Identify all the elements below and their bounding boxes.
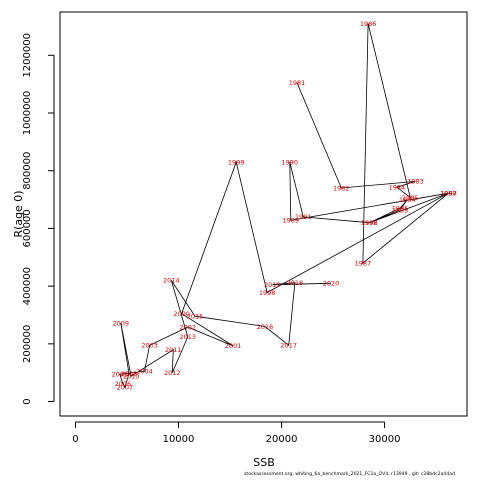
year-label-2013: 2013 xyxy=(180,333,197,341)
year-label-1991: 1991 xyxy=(295,213,312,221)
year-label-1985: 1985 xyxy=(402,194,419,202)
year-label-2015: 2015 xyxy=(187,313,204,321)
year-label-1987: 1987 xyxy=(355,259,372,267)
year-label-1983: 1983 xyxy=(407,178,424,186)
y-tick-label: 0 xyxy=(22,398,33,404)
year-label-2007: 2007 xyxy=(117,383,134,391)
year-label-2010: 2010 xyxy=(123,373,140,381)
year-label-1998: 1998 xyxy=(259,289,276,297)
year-label-2009: 2009 xyxy=(113,319,130,327)
y-tick-label: 1200000 xyxy=(22,33,33,78)
year-label-1986: 1986 xyxy=(360,20,377,28)
y-tick-label: 1000000 xyxy=(22,91,33,136)
year-label-1988: 1988 xyxy=(440,190,457,198)
x-tick-label: 10000 xyxy=(163,434,195,445)
year-label-1993: 1993 xyxy=(392,206,409,214)
year-label-2003: 2003 xyxy=(141,342,158,350)
year-label-2020: 2020 xyxy=(323,280,340,288)
x-tick-label: 20000 xyxy=(266,434,298,445)
year-label-2011: 2011 xyxy=(165,346,182,354)
year-label-2019: 2019 xyxy=(264,281,281,289)
x-axis-title: SSB xyxy=(253,456,275,469)
y-tick-label: 600000 xyxy=(22,209,33,247)
year-label-2000: 2000 xyxy=(173,310,190,318)
year-label-2014: 2014 xyxy=(163,277,180,285)
y-axis: 0 200000 400000 600000 800000 1000000 1200000 xyxy=(22,33,55,405)
year-label-2016: 2016 xyxy=(257,323,274,331)
year-label-2018: 2018 xyxy=(287,279,304,287)
year-label-2005: 2005 xyxy=(112,371,129,379)
year-label-1997: 1997 xyxy=(440,190,457,198)
x-tick-label: 0 xyxy=(72,434,78,445)
y-tick-label: 800000 xyxy=(22,152,33,190)
year-label-1992: 1992 xyxy=(361,219,378,227)
recruitment-path xyxy=(119,23,450,389)
year-label-2006: 2006 xyxy=(115,380,132,388)
x-tick-label: 30000 xyxy=(369,434,401,445)
year-label-2012: 2012 xyxy=(164,369,181,377)
year-label-2002: 2002 xyxy=(180,323,197,331)
y-axis-title: R(age 0) xyxy=(12,190,25,237)
recruitment-series-line xyxy=(119,23,450,389)
x-axis: 0 10000 20000 30000 xyxy=(72,421,401,445)
year-label-1996: 1996 xyxy=(361,219,378,227)
year-label-1982: 1982 xyxy=(333,184,350,192)
year-label-2008: 2008 xyxy=(121,370,138,378)
year-label-2017: 2017 xyxy=(280,342,297,350)
plot-frame xyxy=(59,11,468,417)
year-label-1981: 1981 xyxy=(289,79,306,87)
year-label-1995: 1995 xyxy=(392,205,409,213)
y-tick-label: 400000 xyxy=(22,267,33,305)
year-label-1999: 1999 xyxy=(228,158,245,166)
year-label-1994: 1994 xyxy=(399,196,416,204)
footer-caption: stockassessment.org, whiting_6a_benchmar… xyxy=(244,472,455,477)
year-label-1990: 1990 xyxy=(282,158,299,166)
y-tick-label: 200000 xyxy=(22,325,33,363)
year-label-2001: 2001 xyxy=(225,342,242,350)
year-label-1989: 1989 xyxy=(283,217,300,225)
year-label-2004: 2004 xyxy=(136,368,153,376)
year-label-1984: 1984 xyxy=(389,184,406,192)
